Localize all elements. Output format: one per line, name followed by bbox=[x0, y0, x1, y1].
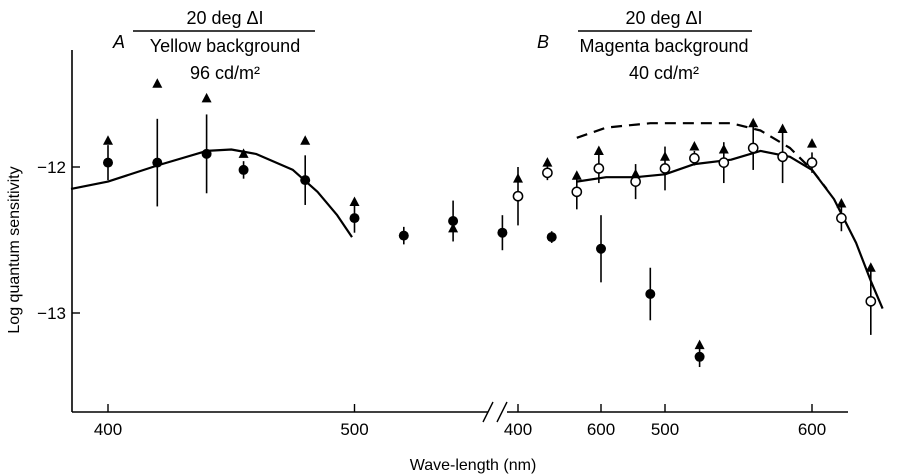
filled-triangle-point bbox=[152, 78, 163, 88]
filled-triangle-point bbox=[718, 143, 729, 154]
text-labels: −12 −13 Log quantum sensitivity Wave-length… bbox=[6, 8, 826, 474]
filled-circle-point bbox=[448, 216, 459, 227]
x-tick-label: 500 bbox=[651, 420, 679, 439]
filled-triangle-point bbox=[238, 148, 249, 158]
filled-circle-point bbox=[398, 230, 409, 241]
filled-triangle-point bbox=[593, 145, 604, 155]
open-circle-point bbox=[512, 190, 524, 202]
filled-triangle-point bbox=[349, 196, 360, 207]
open-circle-point bbox=[718, 157, 730, 168]
filled-triangle-point bbox=[630, 168, 641, 179]
panel-title-top: 20 deg ΔI bbox=[186, 8, 263, 28]
filled-triangle-point bbox=[513, 173, 523, 183]
filled-triangle-point bbox=[660, 151, 670, 161]
filled-triangle-point bbox=[201, 92, 212, 103]
x-tick-label: 400 bbox=[94, 420, 122, 439]
filled-circle-point bbox=[103, 157, 113, 168]
axes bbox=[71, 30, 848, 423]
panel-title-bottom: Yellow background bbox=[150, 36, 300, 56]
open-circle-point bbox=[659, 163, 671, 174]
filled-triangle-point bbox=[777, 123, 788, 134]
filled-circle-point bbox=[201, 148, 212, 159]
panel-luminance: 40 cd/m² bbox=[629, 63, 699, 83]
dashed-curve bbox=[576, 122, 828, 190]
solid-curve bbox=[70, 148, 353, 238]
open-circle-point bbox=[806, 157, 818, 168]
y-axis-label: Log quantum sensitivity bbox=[6, 166, 23, 333]
filled-circle-point bbox=[349, 213, 360, 224]
filled-triangle-point bbox=[694, 339, 705, 350]
open-circle-point bbox=[571, 186, 583, 198]
filled-triangle-point bbox=[689, 141, 700, 151]
open-circle-point bbox=[777, 151, 788, 163]
filled-circle-point bbox=[694, 351, 705, 362]
filled-triangle-point bbox=[865, 262, 876, 272]
filled-circle-point bbox=[497, 227, 508, 238]
filled-circle-point bbox=[152, 157, 163, 168]
panel-letter: B bbox=[537, 32, 549, 52]
filled-triangle-point bbox=[448, 222, 459, 233]
panel-letter: A bbox=[112, 32, 125, 52]
axis-break-mark bbox=[482, 401, 494, 423]
open-circle-point bbox=[747, 142, 759, 154]
open-circle-point bbox=[689, 152, 700, 164]
data-markers bbox=[103, 78, 877, 362]
x-axis-label: Wave-length (nm) bbox=[410, 457, 537, 474]
open-circle-point bbox=[542, 167, 553, 179]
x-tick-label: 500 bbox=[340, 420, 368, 439]
fitted-curves bbox=[70, 122, 884, 310]
filled-triangle-point bbox=[807, 138, 817, 148]
x-tick-label: 600 bbox=[798, 420, 826, 439]
filled-circle-point bbox=[546, 232, 557, 243]
filled-circle-point bbox=[300, 175, 311, 186]
filled-triangle-point bbox=[571, 170, 582, 180]
solid-curve bbox=[576, 149, 884, 310]
open-circle-point bbox=[630, 176, 641, 187]
open-circle-point bbox=[865, 295, 877, 307]
filled-circle-point bbox=[596, 243, 606, 254]
open-circle-point bbox=[593, 163, 605, 174]
filled-triangle-point bbox=[300, 135, 311, 145]
panel-title-top: 20 deg ΔI bbox=[625, 8, 702, 28]
y-tick-label: −12 bbox=[37, 158, 66, 177]
panel-luminance: 96 cd/m² bbox=[190, 63, 260, 83]
x-tick-label: 600 bbox=[587, 420, 615, 439]
panel-title-bottom: Magenta background bbox=[579, 36, 748, 56]
axis-break-mark bbox=[496, 401, 508, 423]
filled-triangle-point bbox=[103, 135, 113, 145]
y-tick-label: −13 bbox=[37, 304, 66, 323]
open-circle-point bbox=[836, 212, 847, 224]
filled-triangle-point bbox=[542, 157, 553, 167]
filled-triangle-point bbox=[748, 117, 759, 128]
filled-circle-point bbox=[645, 289, 656, 300]
x-tick-label: 400 bbox=[504, 420, 532, 439]
filled-circle-point bbox=[238, 164, 249, 175]
filled-triangle-point bbox=[836, 198, 847, 208]
